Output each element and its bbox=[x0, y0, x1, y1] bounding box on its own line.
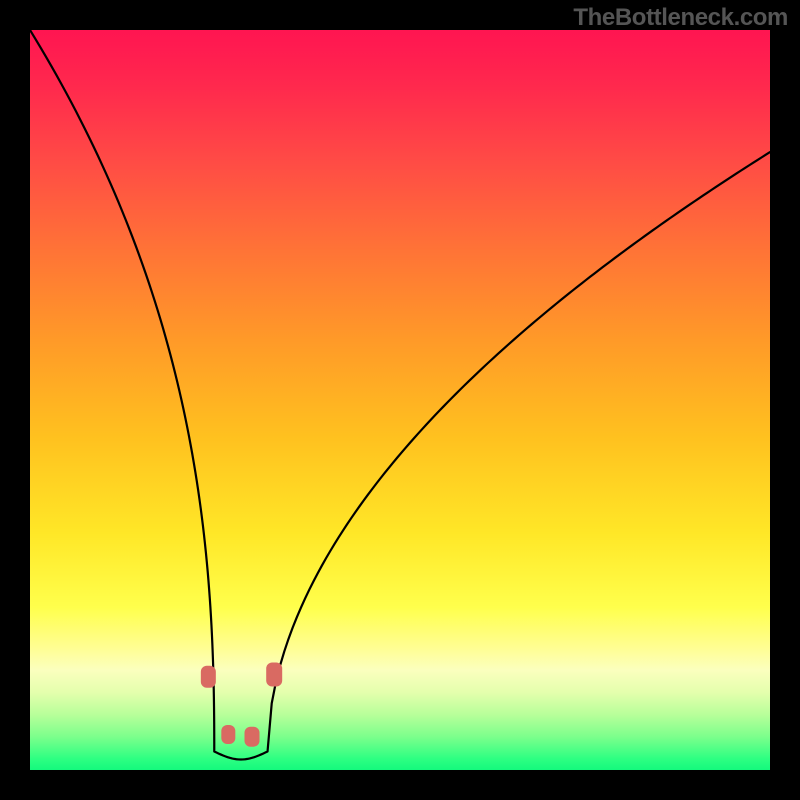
watermark-text: TheBottleneck.com bbox=[573, 4, 788, 32]
curve-layer bbox=[30, 30, 770, 770]
plot-frame bbox=[30, 30, 770, 770]
chart-canvas: TheBottleneck.com bbox=[0, 0, 800, 800]
data-marker bbox=[266, 663, 282, 687]
data-marker bbox=[201, 666, 216, 688]
data-marker bbox=[221, 725, 235, 744]
bottleneck-curve bbox=[30, 30, 770, 760]
data-marker bbox=[245, 727, 260, 747]
